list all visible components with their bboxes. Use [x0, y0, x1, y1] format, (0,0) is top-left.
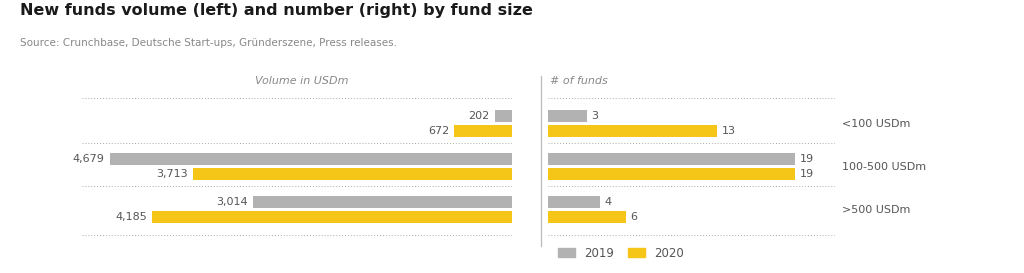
Text: <100 USDm: <100 USDm [843, 118, 910, 129]
Bar [548, 125, 717, 137]
Bar [495, 110, 512, 122]
Bar [548, 196, 600, 208]
Text: 672: 672 [428, 126, 450, 136]
Bar [193, 168, 512, 180]
Bar [253, 196, 512, 208]
Text: 19: 19 [800, 169, 814, 179]
Text: 100-500 USDm: 100-500 USDm [843, 162, 927, 171]
Text: 202: 202 [468, 111, 489, 121]
Text: Source: Crunchbase, Deutsche Start-ups, Gründerszene, Press releases.: Source: Crunchbase, Deutsche Start-ups, … [20, 38, 397, 48]
Text: 3,014: 3,014 [216, 197, 248, 207]
Text: 3,713: 3,713 [156, 169, 187, 179]
Bar [110, 153, 512, 165]
Text: New funds volume (left) and number (right) by fund size: New funds volume (left) and number (righ… [20, 3, 534, 18]
Text: 4: 4 [604, 197, 611, 207]
Text: 4,679: 4,679 [73, 154, 104, 164]
Text: 3: 3 [592, 111, 598, 121]
Text: # of funds: # of funds [550, 76, 607, 86]
Text: 4,185: 4,185 [115, 212, 146, 222]
Legend: 2019, 2020: 2019, 2020 [554, 242, 689, 264]
Bar [548, 211, 626, 223]
Text: 6: 6 [631, 212, 638, 222]
Text: Volume in USDm: Volume in USDm [255, 76, 349, 86]
Bar [548, 153, 796, 165]
Text: >500 USDm: >500 USDm [843, 204, 910, 215]
Text: 13: 13 [722, 126, 736, 136]
Text: 19: 19 [800, 154, 814, 164]
Bar [152, 211, 512, 223]
Bar [548, 168, 796, 180]
Bar [548, 110, 587, 122]
Bar [455, 125, 512, 137]
